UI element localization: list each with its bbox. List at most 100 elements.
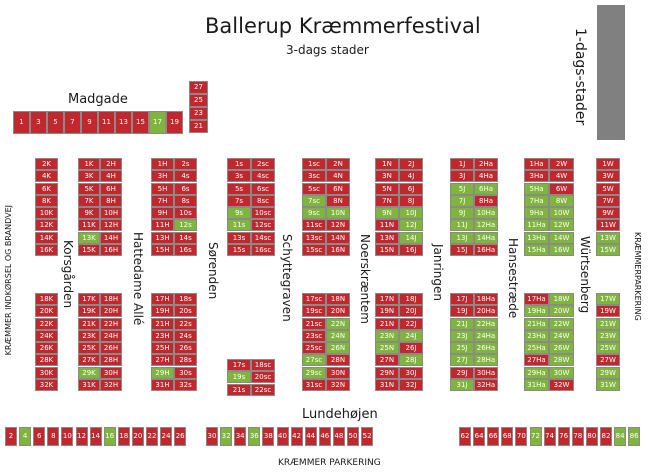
stall-40[interactable]: 40: [276, 427, 289, 446]
stall-24j[interactable]: 24J: [399, 329, 423, 342]
stall-26ha[interactable]: 26Ha: [474, 342, 498, 354]
stall-2w[interactable]: 2W: [549, 158, 574, 170]
stall-3ha[interactable]: 3Ha: [524, 170, 549, 183]
stall-3n[interactable]: 3N: [375, 170, 399, 183]
stall-44[interactable]: 44: [304, 427, 317, 446]
stall-25sc[interactable]: 25sc: [302, 342, 326, 354]
stall-46[interactable]: 46: [318, 427, 331, 446]
stall-29w[interactable]: 29W: [596, 366, 620, 379]
stall-21n[interactable]: 21N: [375, 317, 399, 330]
stall-13s[interactable]: 13s: [227, 231, 251, 244]
stall-29k[interactable]: 29K: [78, 366, 100, 379]
stall-25[interactable]: 25: [189, 94, 208, 107]
stall-3h[interactable]: 3H: [151, 170, 174, 183]
stall-74[interactable]: 74: [543, 427, 556, 446]
stall-22sc[interactable]: 22sc: [251, 383, 275, 396]
stall-12h[interactable]: 12H: [100, 219, 122, 232]
stall-32ha[interactable]: 32Ha: [474, 378, 498, 391]
stall-23sc[interactable]: 23sc: [302, 329, 326, 342]
stall-16j[interactable]: 16J: [399, 243, 423, 256]
stall-26[interactable]: 26: [174, 427, 187, 446]
stall-7j[interactable]: 7J: [450, 194, 474, 207]
stall-7n[interactable]: 7N: [375, 194, 399, 207]
stall-28j[interactable]: 28J: [399, 354, 423, 367]
stall-5ha[interactable]: 5Ha: [524, 182, 549, 195]
stall-2sc[interactable]: 2sc: [251, 158, 275, 170]
stall-8s[interactable]: 8s: [174, 194, 197, 207]
stall-21j[interactable]: 21J: [450, 317, 474, 330]
stall-29h[interactable]: 29H: [151, 366, 174, 379]
stall-4sc[interactable]: 4sc: [251, 170, 275, 183]
stall-27[interactable]: 27: [189, 81, 208, 94]
stall-3k[interactable]: 3K: [78, 170, 100, 183]
stall-20[interactable]: 20: [131, 427, 144, 446]
stall-50[interactable]: 50: [347, 427, 359, 446]
stall-9w[interactable]: 9W: [596, 207, 620, 219]
stall-18ha[interactable]: 18Ha: [474, 293, 498, 305]
stall-8ha[interactable]: 8Ha: [474, 194, 498, 207]
stall-2k[interactable]: 2K: [35, 158, 58, 170]
stall-1n[interactable]: 1N: [375, 158, 399, 170]
stall-3[interactable]: 3: [30, 111, 47, 134]
stall-27h[interactable]: 27H: [151, 354, 174, 367]
stall-31w[interactable]: 31W: [596, 378, 620, 391]
stall-6w[interactable]: 6W: [549, 182, 574, 195]
stall-12s[interactable]: 12s: [174, 219, 197, 232]
stall-62[interactable]: 62: [459, 427, 471, 446]
stall-1ha[interactable]: 1Ha: [524, 158, 549, 170]
stall-8h[interactable]: 8H: [100, 194, 122, 207]
stall-1j[interactable]: 1J: [450, 158, 474, 170]
stall-7[interactable]: 7: [64, 111, 81, 134]
stall-25w[interactable]: 25W: [596, 342, 620, 354]
stall-14[interactable]: 14: [89, 427, 102, 446]
stall-8j[interactable]: 8J: [399, 194, 423, 207]
stall-26j[interactable]: 26J: [399, 342, 423, 354]
stall-2j[interactable]: 2J: [399, 158, 423, 170]
stall-26h[interactable]: 26H: [100, 342, 122, 354]
stall-14sc[interactable]: 14sc: [251, 231, 275, 244]
stall-10j[interactable]: 10J: [399, 207, 423, 219]
stall-23ha[interactable]: 23Ha: [524, 329, 549, 342]
stall-19n[interactable]: 19N: [375, 305, 399, 318]
stall-12sc[interactable]: 12sc: [251, 219, 275, 232]
stall-4n[interactable]: 4N: [326, 170, 350, 183]
stall-24ha[interactable]: 24Ha: [474, 329, 498, 342]
stall-9[interactable]: 9: [81, 111, 98, 134]
stall-7sc[interactable]: 7sc: [302, 194, 326, 207]
stall-18j[interactable]: 18J: [399, 293, 423, 305]
stall-15sc[interactable]: 15sc: [302, 243, 326, 256]
stall-3w[interactable]: 3W: [596, 170, 620, 183]
stall-32k[interactable]: 32K: [35, 378, 58, 391]
stall-22s[interactable]: 22s: [174, 317, 197, 330]
stall-20w[interactable]: 20W: [549, 305, 574, 318]
stall-14n[interactable]: 14N: [326, 231, 350, 244]
stall-5k[interactable]: 5K: [78, 182, 100, 195]
stall-12k[interactable]: 12K: [35, 219, 58, 232]
stall-6n[interactable]: 6N: [326, 182, 350, 195]
stall-11s[interactable]: 11s: [227, 219, 251, 232]
stall-84[interactable]: 84: [614, 427, 627, 446]
stall-48[interactable]: 48: [332, 427, 345, 446]
stall-17w[interactable]: 17W: [596, 293, 620, 305]
stall-21sc[interactable]: 21sc: [302, 317, 326, 330]
stall-22[interactable]: 22: [146, 427, 158, 446]
stall-19j[interactable]: 19J: [450, 305, 474, 318]
stall-24s[interactable]: 24s: [174, 329, 197, 342]
stall-18s[interactable]: 18s: [174, 293, 197, 305]
stall-22k[interactable]: 22K: [35, 317, 58, 330]
stall-22w[interactable]: 22W: [549, 317, 574, 330]
stall-4[interactable]: 4: [19, 427, 32, 446]
stall-32w[interactable]: 32W: [549, 378, 574, 391]
stall-8n[interactable]: 8N: [326, 194, 350, 207]
stall-2n[interactable]: 2N: [326, 158, 350, 170]
stall-10h[interactable]: 10H: [100, 207, 122, 219]
stall-17sc[interactable]: 17sc: [302, 293, 326, 305]
stall-21h[interactable]: 21H: [151, 317, 174, 330]
stall-31h[interactable]: 31H: [151, 378, 174, 391]
stall-11j[interactable]: 11J: [450, 219, 474, 232]
stall-28h[interactable]: 28H: [100, 354, 122, 367]
stall-10[interactable]: 10: [61, 427, 74, 446]
stall-3sc[interactable]: 3sc: [302, 170, 326, 183]
stall-17j[interactable]: 17J: [450, 293, 474, 305]
stall-25ha[interactable]: 25Ha: [524, 342, 549, 354]
